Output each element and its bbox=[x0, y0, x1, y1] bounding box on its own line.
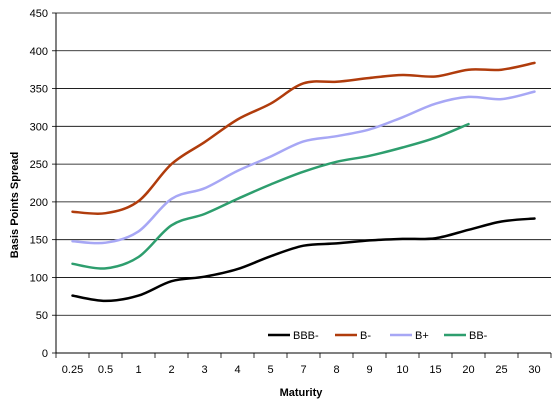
y-tick-label: 0 bbox=[42, 348, 48, 360]
y-tick-label: 150 bbox=[30, 235, 48, 247]
x-tick-label: 7 bbox=[300, 364, 306, 376]
y-tick-labels: 0 50 100 150 200 250 300 350 400 450 bbox=[30, 8, 48, 360]
series-line-bb- bbox=[71, 122, 470, 270]
y-axis-title: Basis Points Spread bbox=[9, 152, 21, 258]
x-tick-label: 15 bbox=[429, 364, 441, 376]
y-tick-label: 350 bbox=[30, 84, 48, 96]
series-line-b- bbox=[71, 90, 536, 245]
x-tick-label: 0.25 bbox=[62, 364, 83, 376]
legend-label: B+ bbox=[415, 330, 429, 342]
x-tick-label: 10 bbox=[396, 364, 408, 376]
x-tick-label: 25 bbox=[495, 364, 507, 376]
y-tick-label: 400 bbox=[30, 46, 48, 58]
series-line-b- bbox=[71, 61, 536, 216]
y-tick-label: 300 bbox=[30, 121, 48, 133]
axes bbox=[55, 13, 552, 358]
x-tick-label: 8 bbox=[333, 364, 339, 376]
legend: BBB- B- B+ BB- bbox=[268, 330, 488, 342]
x-tick-label: 9 bbox=[366, 364, 372, 376]
y-tick-label: 50 bbox=[36, 310, 48, 322]
legend-label: BBB- bbox=[293, 330, 319, 342]
x-tick-label: 5 bbox=[267, 364, 273, 376]
x-tick-label: 0.5 bbox=[98, 364, 113, 376]
series-lines bbox=[71, 61, 536, 303]
x-tick-label: 4 bbox=[234, 364, 240, 376]
x-tick-label: 1 bbox=[135, 364, 141, 376]
x-axis-title: Maturity bbox=[280, 387, 324, 399]
x-tick-label: 20 bbox=[462, 364, 474, 376]
x-tick-label: 30 bbox=[528, 364, 540, 376]
legend-label: BB- bbox=[469, 330, 488, 342]
x-tick-label: 2 bbox=[168, 364, 174, 376]
series-line-bbb- bbox=[71, 217, 536, 303]
x-tick-labels: 0.25 0.5 1 2 3 4 5 7 8 9 10 15 20 25 30 bbox=[62, 364, 541, 376]
y-tick-label: 250 bbox=[30, 159, 48, 171]
gridlines bbox=[52, 12, 551, 354]
y-tick-label: 100 bbox=[30, 272, 48, 284]
legend-label: B- bbox=[360, 330, 371, 342]
y-tick-label: 200 bbox=[30, 197, 48, 209]
x-tick-label: 3 bbox=[201, 364, 207, 376]
y-tick-label: 450 bbox=[30, 8, 48, 20]
